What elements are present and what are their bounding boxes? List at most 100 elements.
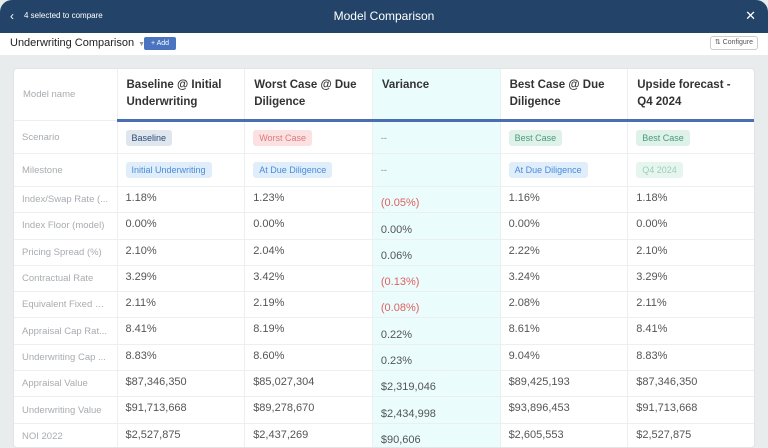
comparison-table: Model name Baseline @ Initial Underwriti… [13,68,755,448]
milestone-badge: Initial Underwriting [125,162,212,178]
toolbar: Underwriting Comparison ▼ + Add ⇅ Configu… [0,33,768,55]
value-cell: 2.10% [627,239,754,266]
sliders-icon: ⇅ [714,39,721,46]
row-label: Scenario [14,120,118,154]
scenario-badge: Baseline [125,129,173,146]
comparison-name: Underwriting Comparison [10,37,135,49]
variance-cell: $2,434,998 [372,396,501,424]
value-cell: 1.18% [627,186,754,214]
milestone-row: Milestone Initial Underwriting At Due Di… [14,153,754,187]
value-cell: $87,346,350 [117,370,246,398]
value-cell: 1.16% [500,186,629,214]
value-cell: 2.11% [117,291,246,319]
row-label: Underwriting Value [14,396,118,424]
value-cell: $89,278,670 [244,396,373,424]
value-cell: 0.00% [500,212,629,240]
value-cell: 8.83% [117,344,246,372]
milestone-badge: Q4 2024 [636,162,683,178]
comparison-dropdown[interactable]: Underwriting Comparison ▼ [10,37,145,49]
variance-cell: 0.06% [372,239,501,266]
value-cell: 1.18% [117,186,246,214]
value-cell: 2.22% [500,239,629,266]
milestone-badge: At Due Diligence [253,162,333,178]
column-header[interactable]: Best Case @ Due Diligence [500,69,629,122]
close-icon[interactable]: ✕ [745,8,756,23]
row-label: Equivalent Fixed R... [14,291,118,319]
variance-cell: (0.05%) [372,186,501,214]
value-cell: 0.00% [627,212,754,240]
value-cell: 8.41% [627,317,754,345]
table-row: Pricing Spread (%) 2.10% 2.04% 0.06% 2.22% 2.… [14,239,754,266]
table-row: Appraisal Cap Rat... 8.41% 8.19% 0.22% 8.61%… [14,317,754,345]
variance-cell: 0.00% [372,212,501,240]
row-label: Milestone [14,153,118,187]
value-cell: $91,713,668 [117,396,246,424]
value-cell: $2,605,553 [500,423,629,447]
header-row: Model name Baseline @ Initial Underwriti… [14,69,754,122]
dialog-title: Model Comparison [333,9,435,23]
value-cell: $2,437,269 [244,423,373,447]
value-cell: $89,425,193 [500,370,629,398]
table-row: Underwriting Cap ... 8.83% 8.60% 0.23% 9.04%… [14,344,754,372]
scenario-badge: Best Case [508,129,563,146]
value-cell: 8.19% [244,317,373,345]
row-label: Appraisal Cap Rat... [14,317,118,345]
value-cell: 2.11% [627,291,754,319]
table-row: Contractual Rate 3.29% 3.42% (0.13%) 3.24% 3.… [14,265,754,293]
scenario-badge: Worst Case [253,129,313,146]
configure-label: Configure [722,39,753,46]
empty-value: -- [380,132,387,143]
value-cell: $91,713,668 [627,396,754,424]
variance-cell: (0.08%) [372,291,501,319]
column-header[interactable]: Worst Case @ Due Diligence [244,69,373,122]
value-cell: 3.42% [244,265,373,293]
value-cell: 3.24% [500,265,629,293]
column-header-variance[interactable]: Variance [372,69,501,122]
chevron-left-icon[interactable]: ‹ [10,9,14,23]
value-cell: 2.10% [117,239,246,266]
column-header[interactable]: Baseline @ Initial Underwriting [117,69,246,122]
row-label: Underwriting Cap ... [14,344,118,372]
scenario-badge: Best Case [636,129,690,146]
milestone-badge: At Due Diligence [508,162,588,178]
value-cell: 8.60% [244,344,373,372]
table-row: Index Floor (model) 0.00% 0.00% 0.00% 0.00% 0… [14,212,754,240]
add-button[interactable]: + Add [144,37,176,50]
row-label: Pricing Spread (%) [14,239,118,266]
variance-cell: (0.13%) [372,265,501,293]
value-cell: 2.08% [500,291,629,319]
scenario-row: Scenario Baseline Worst Case -- Best Cas… [14,120,754,154]
row-label: NOI 2022 [14,423,118,447]
value-cell: 0.00% [244,212,373,240]
variance-cell: 0.23% [372,344,501,372]
value-cell: 8.41% [117,317,246,345]
table-row: Equivalent Fixed R... 2.11% 2.19% (0.08%) 2.… [14,291,754,319]
value-cell: 8.83% [627,344,754,372]
row-label: Index Floor (model) [14,212,118,240]
row-label: Index/Swap Rate (... [14,186,118,214]
value-cell: 3.29% [627,265,754,293]
value-cell: 8.61% [500,317,629,345]
empty-value: -- [380,165,387,175]
variance-cell: $2,319,046 [372,370,501,398]
value-cell: $93,896,453 [500,396,629,424]
configure-button[interactable]: ⇅ Configure [709,36,758,50]
table-row: Appraisal Value $87,346,350 $85,027,304 $2,… [14,370,754,398]
value-cell: $2,527,875 [117,423,246,447]
column-header[interactable]: Upside forecast - Q4 2024 [627,69,754,122]
selection-count[interactable]: 4 selected to compare [24,11,103,20]
value-cell: 0.00% [117,212,246,240]
caret-down-icon: ▼ [138,41,146,48]
value-cell: 3.29% [117,265,246,293]
value-cell: 9.04% [500,344,629,372]
variance-cell: 0.22% [372,317,501,345]
value-cell: $2,527,875 [627,423,754,447]
title-bar: ‹ 4 selected to compare Model Comparison… [0,0,768,33]
table-row: Underwriting Value $91,713,668 $89,278,670… [14,396,754,424]
value-cell: $85,027,304 [244,370,373,398]
variance-cell: $90,606 [372,423,501,447]
value-cell: 2.19% [244,291,373,319]
table-row: NOI 2022 $2,527,875 $2,437,269 $90,606 $2,60… [14,423,754,447]
row-label: Contractual Rate [14,265,118,293]
model-name-label: Model name [14,69,118,121]
